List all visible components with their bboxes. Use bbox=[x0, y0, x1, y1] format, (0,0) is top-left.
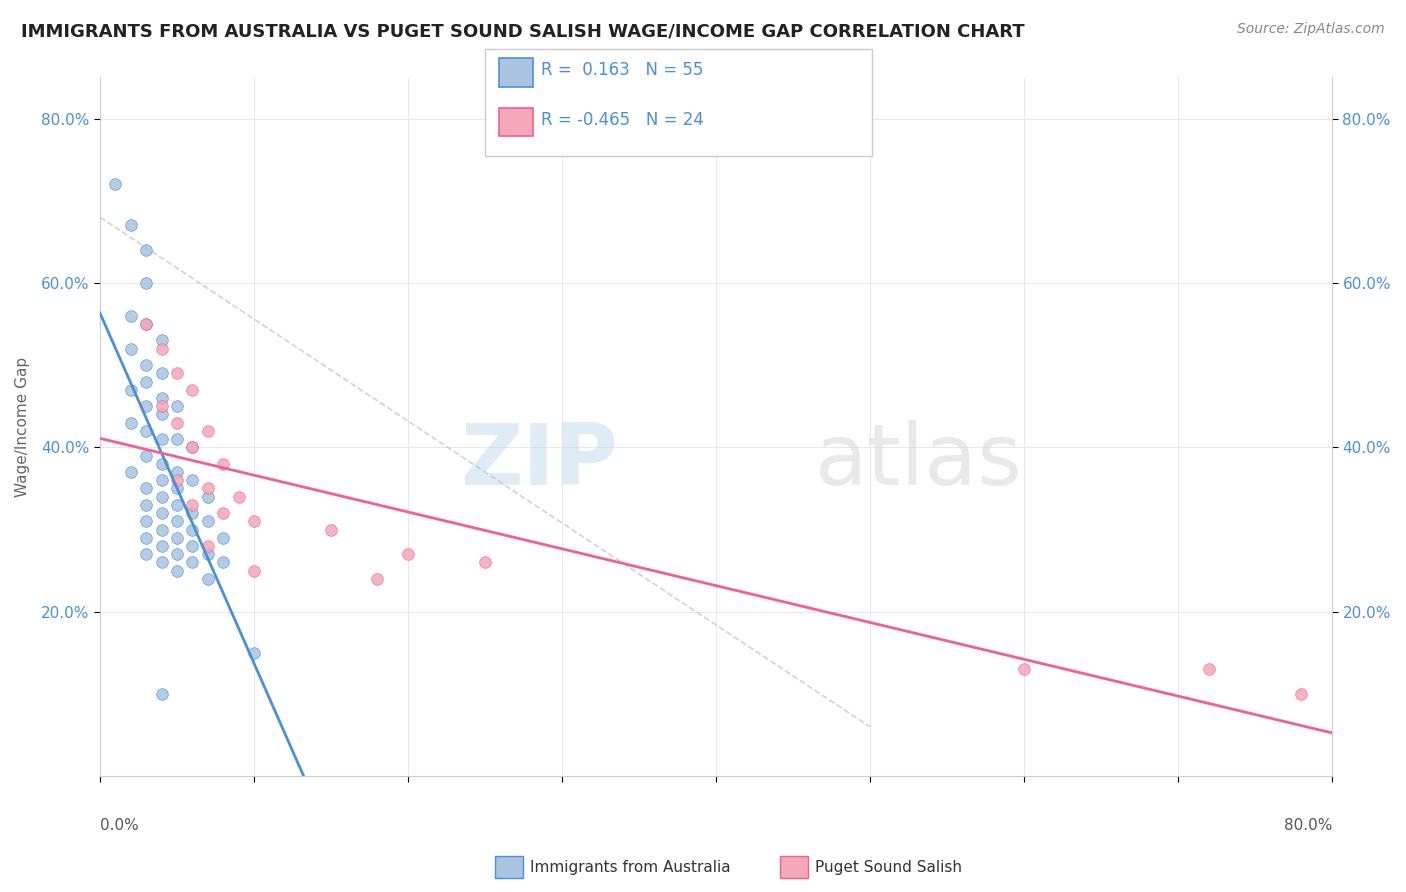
Point bbox=[135, 424, 157, 438]
Point bbox=[197, 490, 219, 504]
Point bbox=[166, 399, 188, 413]
Point bbox=[166, 473, 188, 487]
Point bbox=[197, 424, 219, 438]
Text: atlas: atlas bbox=[814, 420, 1022, 503]
Point bbox=[135, 449, 157, 463]
Point bbox=[181, 523, 204, 537]
Point bbox=[197, 514, 219, 528]
Point bbox=[181, 498, 204, 512]
Point bbox=[135, 276, 157, 290]
Text: 0.0%: 0.0% bbox=[100, 818, 139, 833]
Point bbox=[120, 342, 142, 356]
Point bbox=[166, 482, 188, 496]
Point bbox=[212, 556, 235, 570]
Point bbox=[166, 432, 188, 446]
Text: Puget Sound Salish: Puget Sound Salish bbox=[815, 860, 963, 874]
Point bbox=[1012, 662, 1035, 676]
Point bbox=[243, 646, 266, 660]
Point bbox=[150, 408, 173, 422]
Point bbox=[135, 243, 157, 257]
Point bbox=[150, 539, 173, 553]
Point bbox=[166, 416, 188, 430]
Point bbox=[181, 383, 204, 397]
Point bbox=[120, 219, 142, 233]
Text: Source: ZipAtlas.com: Source: ZipAtlas.com bbox=[1237, 22, 1385, 37]
Point bbox=[197, 539, 219, 553]
Text: R = -0.465   N = 24: R = -0.465 N = 24 bbox=[541, 112, 704, 129]
Point bbox=[366, 572, 388, 586]
Y-axis label: Wage/Income Gap: Wage/Income Gap bbox=[15, 357, 30, 497]
Point bbox=[243, 514, 266, 528]
Point bbox=[166, 465, 188, 479]
Point bbox=[212, 506, 235, 520]
Point bbox=[135, 399, 157, 413]
Text: 80.0%: 80.0% bbox=[1284, 818, 1331, 833]
Point bbox=[135, 375, 157, 389]
Point bbox=[120, 465, 142, 479]
Text: Immigrants from Australia: Immigrants from Australia bbox=[530, 860, 731, 874]
Point bbox=[150, 432, 173, 446]
Point bbox=[150, 687, 173, 701]
Point bbox=[166, 547, 188, 561]
Point bbox=[212, 457, 235, 471]
Point bbox=[181, 539, 204, 553]
Point bbox=[396, 547, 419, 561]
Point bbox=[166, 498, 188, 512]
Text: ZIP: ZIP bbox=[460, 420, 617, 503]
Text: IMMIGRANTS FROM AUSTRALIA VS PUGET SOUND SALISH WAGE/INCOME GAP CORRELATION CHAR: IMMIGRANTS FROM AUSTRALIA VS PUGET SOUND… bbox=[21, 22, 1025, 40]
Point bbox=[150, 367, 173, 381]
Point bbox=[181, 506, 204, 520]
Point bbox=[181, 441, 204, 455]
Point bbox=[319, 523, 342, 537]
Point bbox=[181, 556, 204, 570]
Point bbox=[135, 482, 157, 496]
Point bbox=[166, 531, 188, 545]
Point bbox=[135, 317, 157, 331]
Point bbox=[120, 309, 142, 323]
Point bbox=[150, 334, 173, 348]
Point bbox=[120, 416, 142, 430]
Point bbox=[150, 342, 173, 356]
Point bbox=[135, 514, 157, 528]
Point bbox=[1291, 687, 1313, 701]
Point bbox=[474, 556, 496, 570]
Point bbox=[1198, 662, 1220, 676]
Point bbox=[150, 490, 173, 504]
Point bbox=[135, 547, 157, 561]
Text: R =  0.163   N = 55: R = 0.163 N = 55 bbox=[541, 62, 703, 79]
Point bbox=[150, 399, 173, 413]
Point bbox=[150, 506, 173, 520]
Point bbox=[150, 556, 173, 570]
Point bbox=[135, 317, 157, 331]
Point bbox=[150, 523, 173, 537]
Point bbox=[150, 473, 173, 487]
Point bbox=[212, 531, 235, 545]
Point bbox=[120, 383, 142, 397]
Point bbox=[243, 564, 266, 578]
Point bbox=[104, 178, 127, 192]
Point bbox=[181, 473, 204, 487]
Point bbox=[150, 457, 173, 471]
Point bbox=[166, 514, 188, 528]
Point bbox=[166, 367, 188, 381]
Point bbox=[135, 498, 157, 512]
Point bbox=[197, 572, 219, 586]
Point bbox=[197, 482, 219, 496]
Point bbox=[150, 391, 173, 405]
Point bbox=[228, 490, 250, 504]
Point bbox=[166, 564, 188, 578]
Point bbox=[197, 547, 219, 561]
Point bbox=[135, 358, 157, 372]
Point bbox=[135, 531, 157, 545]
Point bbox=[181, 441, 204, 455]
